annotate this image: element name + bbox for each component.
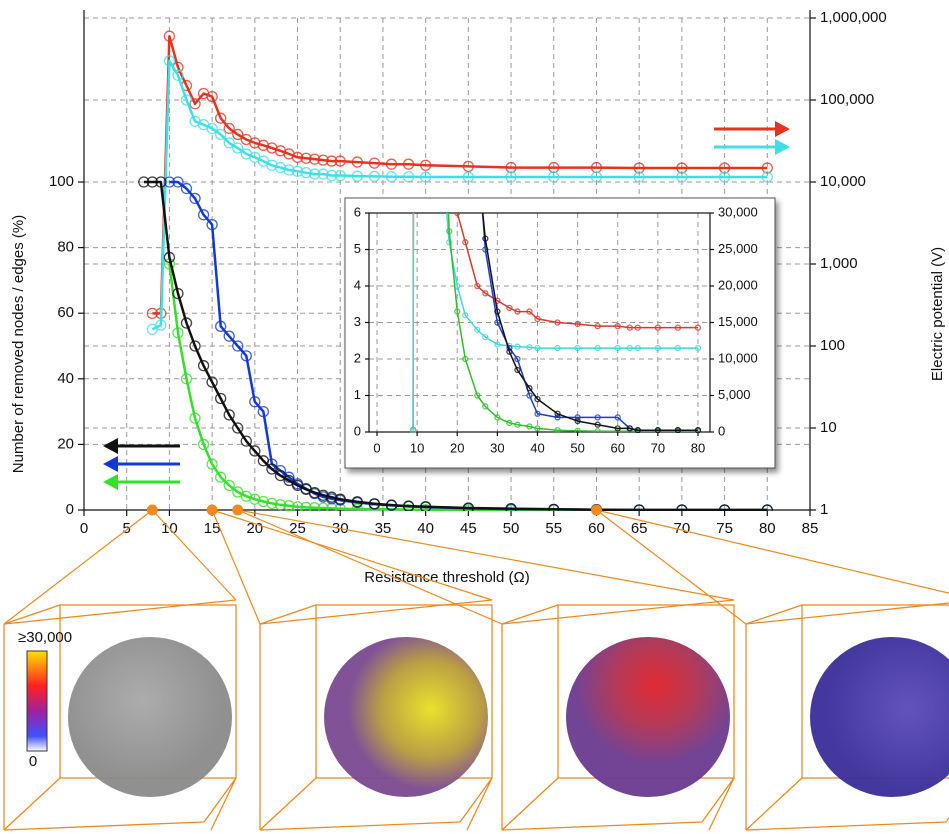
y2-tick-label: 10,000 [820, 173, 866, 190]
sample [566, 637, 730, 797]
render-panel [502, 600, 734, 830]
x-tick-label: 50 [503, 520, 520, 537]
x-tick-label: 20 [450, 440, 464, 455]
x-tick-label: 30 [490, 440, 504, 455]
render-panel [746, 600, 949, 830]
y-tick-label: 60 [57, 304, 74, 321]
x-tick-label: 25 [289, 520, 306, 537]
y-tick-label: 3 [354, 314, 361, 329]
x-tick-label: 5 [123, 520, 131, 537]
x-tick-label: 70 [651, 440, 665, 455]
x-tick-label: 65 [631, 520, 648, 537]
x-tick-label: 75 [716, 520, 733, 537]
y2-tick-label: 1,000,000 [820, 9, 887, 26]
sample [324, 637, 488, 797]
y2-tick-label: 10 [820, 419, 837, 436]
y-tick-label: 0 [354, 423, 361, 438]
render-panel [260, 600, 492, 830]
renders [4, 510, 949, 830]
colorbar-min: 0 [29, 753, 37, 770]
y-tick-label: 6 [354, 204, 361, 219]
x-tick-label: 45 [460, 520, 477, 537]
y2-tick-label: 25,000 [718, 241, 758, 256]
y2-tick-label: 5,000 [718, 387, 751, 402]
y-tick-label: 80 [57, 239, 74, 256]
x-tick-label: 85 [802, 520, 819, 537]
y-tick-label: 4 [354, 277, 361, 292]
snapshot-link [4, 510, 152, 624]
y2-tick-label: 30,000 [718, 204, 758, 219]
x-tick-label: 40 [530, 440, 544, 455]
x-tick-label: 35 [375, 520, 392, 537]
y-tick-label: 40 [57, 370, 74, 387]
y2-tick-label: 100,000 [820, 91, 874, 108]
data-point [435, 101, 440, 106]
snapshot-link [238, 510, 734, 600]
x-tick-label: 40 [417, 520, 434, 537]
y2-tick-label: 100 [820, 337, 845, 354]
x-tick-label: 80 [759, 520, 776, 537]
x-axis-label: Resistance threshold (Ω) [364, 569, 529, 586]
y2-tick-label: 20,000 [718, 277, 758, 292]
y-tick-label: 20 [57, 435, 74, 452]
y2-tick-label: 1 [820, 501, 828, 518]
snapshot-link [152, 510, 236, 600]
colorbar [27, 651, 47, 751]
sample [68, 637, 232, 797]
data-point [447, 152, 452, 157]
y2-tick-label: 10,000 [718, 350, 758, 365]
x-tick-label: 0 [373, 440, 380, 455]
data-point [475, 138, 480, 143]
sample [810, 637, 949, 797]
x-tick-label: 0 [80, 520, 88, 537]
y-tick-label: 100 [49, 173, 74, 190]
y-tick-label: 1 [354, 387, 361, 402]
x-tick-label: 60 [588, 520, 605, 537]
snapshot-link [212, 510, 492, 600]
y-tick-label: 5 [354, 241, 361, 256]
figure: 0510152025303540455055606570758085020406… [0, 0, 949, 834]
x-tick-label: 20 [246, 520, 263, 537]
x-tick-label: 55 [545, 520, 562, 537]
y2-tick-label: 1,000 [820, 255, 858, 272]
y-axis-label: Number of removed nodes / edges (%) [10, 215, 27, 473]
y2-tick-label: 15,000 [718, 314, 758, 329]
y2-tick-label: 0 [718, 423, 725, 438]
y2-axis-label: Electric potential (V) [929, 247, 946, 381]
colorbar-max: ≥30,000 [18, 629, 72, 646]
x-tick-label: 10 [410, 440, 424, 455]
y-tick-label: 0 [66, 501, 74, 518]
x-tick-label: 50 [570, 440, 584, 455]
data-point [475, 156, 480, 161]
x-tick-label: 80 [691, 440, 705, 455]
x-tick-label: 60 [610, 440, 624, 455]
y-tick-label: 2 [354, 350, 361, 365]
